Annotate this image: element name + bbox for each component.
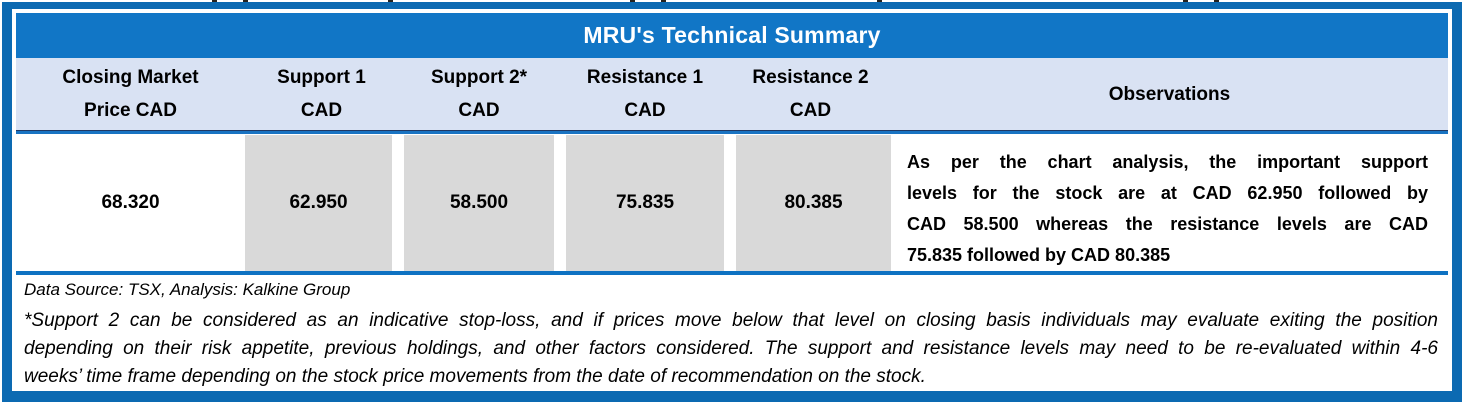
table-title: MRU's Technical Summary (16, 13, 1448, 58)
observations-text-line: levels for the stock are at CAD 62.950 f… (907, 183, 1428, 203)
header-observations: Observations (891, 58, 1448, 130)
table-header-row: Closing Market Price CAD Support 1 CAD S… (16, 58, 1448, 130)
cell-support-2: 58.500 (398, 135, 560, 271)
resistance-2-shaded-box: 80.385 (736, 135, 891, 271)
header-line: CAD (789, 100, 832, 121)
header-line: Support 1 (277, 67, 366, 88)
observations-text-line: CAD 58.500 whereas the resistance levels… (907, 214, 1428, 234)
support-1-shaded-box: 62.950 (245, 135, 392, 271)
footnote-text-line: *Support 2 can be considered as an indic… (24, 310, 1438, 331)
header-line: Closing Market (62, 67, 199, 88)
data-source-note: Data Source: TSX, Analysis: Kalkine Grou… (24, 280, 351, 299)
crop-artifact (1183, 0, 1188, 3)
resistance-1-value: 75.835 (615, 192, 675, 213)
crop-artifact (243, 0, 248, 3)
header-closing-market-price: Closing Market Price CAD (16, 58, 245, 130)
crop-artifact (877, 0, 882, 3)
cell-resistance-2: 80.385 (730, 135, 891, 271)
header-line: Price CAD (84, 100, 177, 121)
header-line: CAD (300, 100, 343, 121)
crop-artifact (388, 0, 393, 3)
header-support-1: Support 1 CAD (245, 58, 398, 130)
body-separator-line (16, 271, 1448, 275)
header-support-2: Support 2* CAD (398, 58, 560, 130)
cell-support-1: 62.950 (245, 135, 398, 271)
closing-price-value: 68.320 (101, 192, 160, 213)
header-separator-line (16, 130, 1448, 135)
header-resistance-2: Resistance 2 CAD (730, 58, 891, 130)
header-line: CAD (624, 100, 666, 121)
support-2-value: 58.500 (449, 192, 509, 213)
support-2-shaded-box: 58.500 (404, 135, 554, 271)
resistance-2-value: 80.385 (784, 192, 843, 213)
header-line: Support 2* (430, 67, 528, 88)
observations-text-line: 75.835 followed by CAD 80.385 (907, 245, 1171, 265)
observations-text-line: As per the chart analysis, the important… (907, 152, 1428, 172)
resistance-1-shaded-box: 75.835 (566, 135, 724, 271)
header-line: Resistance 1 (586, 67, 704, 88)
cell-resistance-1: 75.835 (560, 135, 730, 271)
header-line: Observations (1108, 83, 1231, 105)
footnote-text-line: depending on their risk appetite, previo… (24, 338, 1438, 359)
footnote: *Support 2 can be considered as an indic… (16, 300, 1448, 391)
crop-artifact (661, 0, 666, 3)
cell-closing-market-price: 68.320 (16, 135, 245, 271)
header-line: Resistance 2 (752, 67, 869, 88)
header-line: CAD (458, 100, 500, 121)
support-1-value: 62.950 (289, 192, 348, 213)
crop-artifact (630, 0, 635, 3)
header-resistance-1: Resistance 1 CAD (560, 58, 730, 130)
table-data-row: 68.320 62.950 58.500 75.835 80.385 As pe… (16, 135, 1448, 271)
footnote-text-line: weeks’ time frame depending on the stock… (24, 366, 926, 387)
crop-artifact (1214, 0, 1219, 3)
crop-artifact (212, 0, 217, 3)
cell-observations: As per the chart analysis, the important… (891, 135, 1448, 271)
